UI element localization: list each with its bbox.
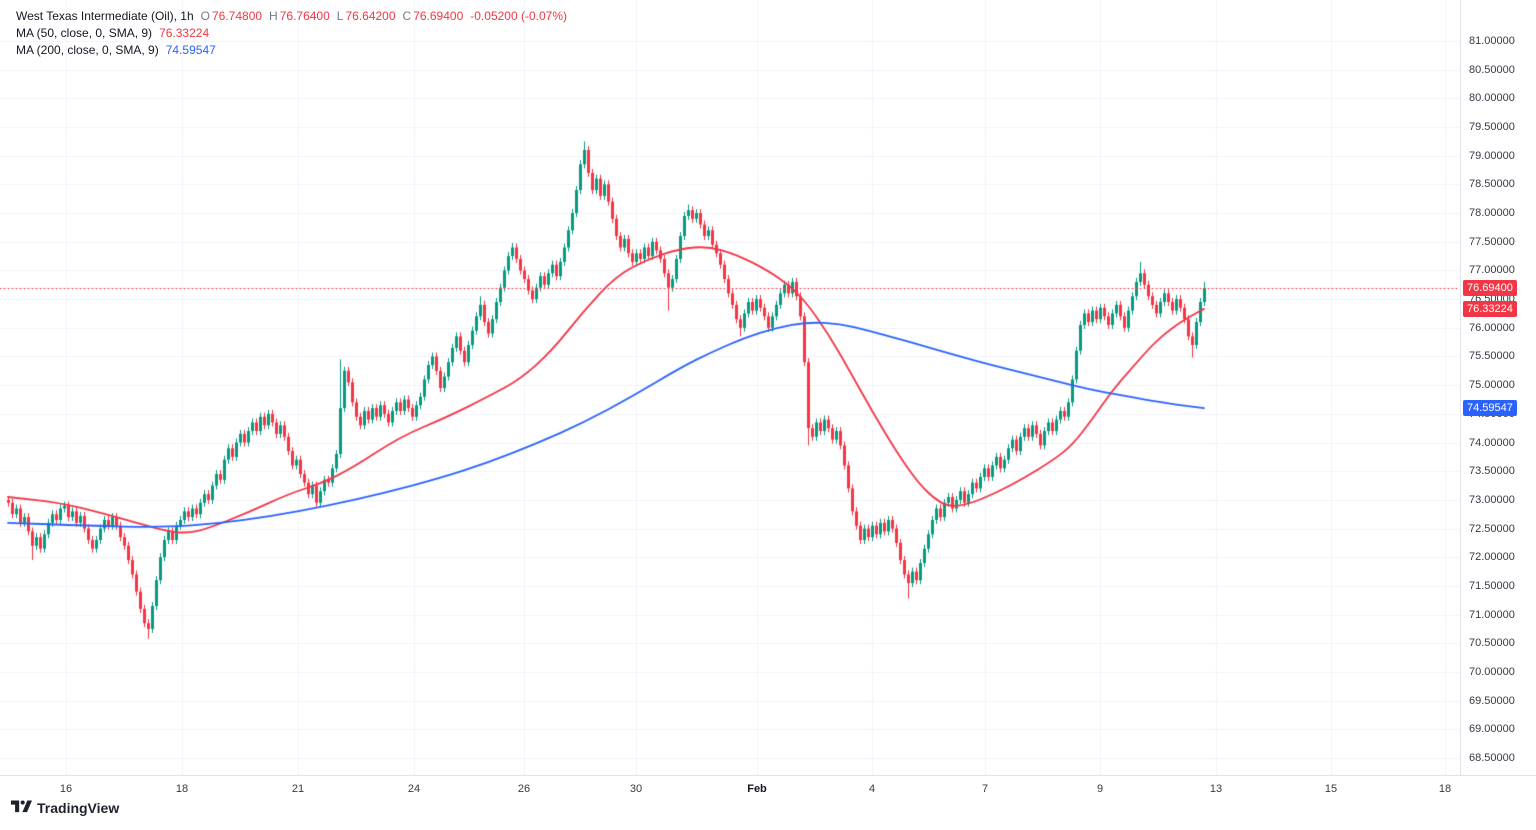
price-axis-label: 71.00000	[1469, 608, 1515, 621]
price-axis-label: 75.00000	[1469, 379, 1515, 392]
price-axis-label: 73.00000	[1469, 493, 1515, 506]
close-value: 76.69400	[413, 8, 464, 23]
tradingview-watermark-text: TradingView	[37, 799, 120, 816]
ma200-value: 74.59547	[165, 42, 216, 57]
ohlc-open: O 76.74800	[201, 9, 262, 23]
ohlc-low: L 76.64200	[337, 9, 396, 23]
price-axis-label: 78.50000	[1469, 178, 1515, 191]
price-axis-label: 78.00000	[1469, 207, 1515, 220]
ma50-value: 76.33224	[159, 25, 210, 40]
low-label: L	[336, 8, 344, 23]
time-axis-label: 4	[868, 783, 876, 795]
time-axis-label: 30	[629, 783, 643, 795]
price-axis-label: 74.00000	[1469, 436, 1515, 449]
price-axis-label: 79.00000	[1469, 149, 1515, 162]
ma200-label: MA (200, close, 0, SMA, 9)	[16, 42, 159, 57]
tradingview-logo-icon	[11, 800, 32, 813]
ohlc-high: H 76.76400	[269, 9, 330, 23]
price-axis-label: 79.50000	[1469, 121, 1515, 134]
time-axis-label: 15	[1324, 783, 1338, 795]
price-axis-label: 68.50000	[1469, 752, 1515, 764]
price-axis-label: 76.00000	[1469, 321, 1515, 334]
low-value: 76.64200	[345, 8, 396, 23]
time-axis-label: Feb	[747, 783, 767, 795]
high-label: H	[269, 8, 278, 23]
time-axis-label: 9	[1096, 783, 1104, 795]
price-axis-label: 69.50000	[1469, 694, 1515, 707]
time-axis-label: 26	[517, 783, 531, 795]
symbol-legend-row[interactable]: West Texas Intermediate (Oil), 1h O 76.7…	[16, 7, 567, 24]
time-axis-label: 18	[1438, 783, 1452, 795]
price-axis-label: 72.50000	[1469, 522, 1515, 535]
symbol-title[interactable]: West Texas Intermediate (Oil), 1h	[16, 8, 194, 23]
ma50-legend-row[interactable]: MA (50, close, 0, SMA, 9) 76.33224	[16, 24, 567, 41]
price-chart-pane[interactable]	[0, 0, 1460, 775]
tradingview-watermark[interactable]: TradingView	[11, 799, 119, 816]
price-axis-label: 77.00000	[1469, 264, 1515, 277]
chart-legend: West Texas Intermediate (Oil), 1h O 76.7…	[16, 7, 567, 58]
time-axis-label: 7	[981, 783, 989, 795]
last-price-badge: 76.69400	[1463, 279, 1517, 296]
time-axis-label: 24	[407, 783, 421, 795]
price-axis-label: 77.50000	[1469, 235, 1515, 248]
ma200-price-badge: 74.59547	[1463, 400, 1517, 417]
ohlc-close: C 76.69400	[403, 9, 464, 23]
ma200-legend-row[interactable]: MA (200, close, 0, SMA, 9) 74.59547	[16, 41, 567, 58]
price-axis-label: 75.50000	[1469, 350, 1515, 363]
price-axis-label: 71.50000	[1469, 579, 1515, 592]
price-axis-label: 80.50000	[1469, 63, 1515, 76]
time-axis-label: 16	[59, 783, 73, 795]
price-axis[interactable]: 81.00000 80.50000 80.00000 79.50000 79.00000…	[1460, 0, 1536, 775]
time-axis-label: 21	[291, 783, 305, 795]
price-axis-label: 81.00000	[1469, 35, 1515, 47]
price-axis-label: 70.00000	[1469, 665, 1515, 678]
change-value: -0.05200 (-0.07%)	[470, 8, 567, 23]
price-axis-label: 80.00000	[1469, 92, 1515, 105]
open-label: O	[200, 8, 210, 23]
high-value: 76.76400	[279, 8, 330, 23]
open-value: 76.74800	[211, 8, 263, 23]
ma50-price-badge: 76.33224	[1463, 300, 1517, 317]
time-axis[interactable]: 16 18 21 24 26 30 Feb 4 7 9 13 15 18	[0, 775, 1536, 830]
candlestick-chart-canvas[interactable]	[0, 0, 1460, 775]
close-label: C	[402, 8, 412, 23]
price-axis-label: 73.50000	[1469, 465, 1515, 478]
ma50-label: MA (50, close, 0, SMA, 9)	[16, 25, 153, 40]
time-axis-label: 13	[1209, 783, 1223, 795]
price-axis-label: 72.00000	[1469, 551, 1515, 564]
time-axis-label: 18	[175, 783, 189, 795]
price-axis-label: 69.00000	[1469, 723, 1515, 736]
price-axis-label: 70.50000	[1469, 637, 1515, 650]
